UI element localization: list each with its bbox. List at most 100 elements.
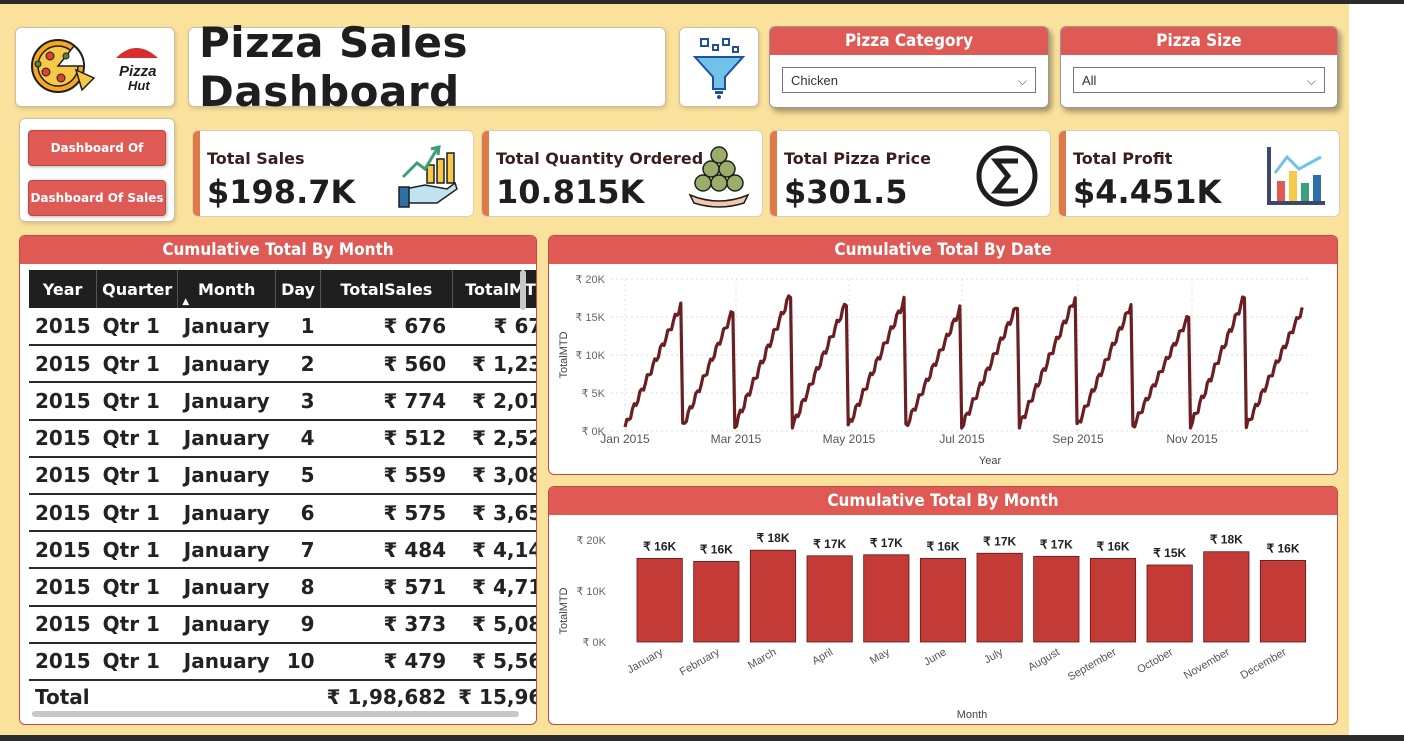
cell-year: 2015 bbox=[29, 308, 97, 347]
bar-october[interactable] bbox=[1146, 564, 1193, 643]
y-tick-label: ₹ 20K bbox=[575, 274, 605, 286]
x-tick-label: January bbox=[625, 646, 665, 676]
pizza-category-dropdown[interactable]: Chicken ⌵ bbox=[782, 67, 1036, 93]
kpi-label: Total Pizza Price bbox=[784, 149, 931, 168]
table-horizontal-scrollbar[interactable] bbox=[32, 711, 519, 717]
cell-day: 4 bbox=[275, 419, 321, 458]
x-tick-label: February bbox=[678, 646, 723, 679]
kpi-value: 10.815K bbox=[496, 173, 645, 211]
x-axis-title: Year bbox=[979, 455, 1002, 467]
total-label: Total bbox=[35, 685, 90, 710]
column-header-year[interactable]: Year bbox=[29, 270, 98, 308]
bar-january[interactable] bbox=[636, 557, 683, 643]
bar-february[interactable] bbox=[693, 561, 740, 643]
cell-day: 7 bbox=[275, 531, 321, 570]
x-tick-label: July bbox=[982, 646, 1005, 666]
x-tick-label: Mar 2015 bbox=[711, 432, 762, 446]
column-header-totalsales[interactable]: TotalSales bbox=[320, 270, 453, 308]
kpi-label: Total Sales bbox=[207, 149, 305, 168]
cell-totalsales: ₹ 560 bbox=[320, 345, 453, 384]
bar-july[interactable] bbox=[976, 552, 1023, 643]
x-tick-label: September bbox=[1066, 646, 1119, 683]
filter-toggle-button[interactable] bbox=[679, 27, 759, 107]
total-mtd-value: ₹ 15,961 bbox=[458, 685, 536, 710]
x-tick-label: June bbox=[922, 646, 949, 668]
y-tick-label: ₹ 10K bbox=[575, 350, 605, 362]
bar-november[interactable] bbox=[1203, 551, 1250, 643]
bar-june[interactable] bbox=[919, 557, 967, 643]
cell-totalmtd: ₹ 4,140 bbox=[452, 531, 536, 570]
chevron-down-icon: ⌵ bbox=[1306, 74, 1316, 88]
cell-totalmtd: ₹ 2,522 bbox=[452, 419, 536, 458]
x-tick-label: March bbox=[746, 646, 778, 672]
cell-quarter: Qtr 1 bbox=[96, 531, 178, 570]
bar-data-label: ₹ 16K bbox=[1267, 541, 1300, 555]
cell-month: January bbox=[177, 568, 276, 607]
kpi-label: Total Quantity Ordered bbox=[496, 149, 704, 168]
pizza-category-slicer: Pizza Category Chicken ⌵ bbox=[769, 26, 1049, 108]
dashboard-orders-button[interactable]: Dashboard Of Orders bbox=[28, 130, 166, 189]
cell-month: January bbox=[177, 308, 276, 347]
bar-may[interactable] bbox=[863, 554, 910, 643]
total-sales-value: ₹ 1,98,682 bbox=[326, 685, 447, 710]
cell-totalmtd: ₹ 3,656 bbox=[452, 493, 536, 533]
growth-chart-icon bbox=[398, 145, 458, 208]
cell-year: 2015 bbox=[29, 568, 97, 607]
cell-year: 2015 bbox=[29, 456, 97, 495]
logo-card: Pizza Hut bbox=[15, 27, 175, 107]
table-title: Cumulative Total By Month bbox=[20, 236, 536, 264]
dashboard-sales-button[interactable]: Dashboard Of Sales bbox=[28, 180, 166, 216]
kpi-value: $198.7K bbox=[207, 173, 356, 211]
cell-day: 6 bbox=[275, 493, 321, 533]
cell-totalsales: ₹ 479 bbox=[320, 642, 453, 681]
y-tick-label: ₹ 5K bbox=[581, 388, 605, 400]
cell-year: 2015 bbox=[29, 419, 97, 458]
kpi-total-profit: Total Profit $4.451K bbox=[1058, 130, 1340, 217]
y-axis-title: TotalMTD bbox=[558, 331, 570, 378]
y-tick-label: ₹ 0K bbox=[581, 426, 605, 438]
cell-totalsales: ₹ 484 bbox=[320, 531, 453, 570]
cell-day: 5 bbox=[275, 456, 321, 495]
bar-august[interactable] bbox=[1033, 555, 1080, 643]
bar-march[interactable] bbox=[749, 549, 797, 643]
cell-totalsales: ₹ 571 bbox=[320, 568, 453, 607]
cell-day: 3 bbox=[275, 382, 321, 421]
cell-year: 2015 bbox=[29, 642, 97, 681]
line-chart-title: Cumulative Total By Date bbox=[549, 236, 1337, 264]
bar-data-label: ₹ 17K bbox=[813, 537, 846, 551]
coins-hand-icon bbox=[688, 146, 750, 208]
column-header-quarter[interactable]: Quarter bbox=[96, 270, 179, 308]
bar-april[interactable] bbox=[806, 555, 853, 643]
bar-data-label: ₹ 16K bbox=[643, 539, 676, 553]
cell-quarter: Qtr 1 bbox=[96, 493, 178, 533]
cell-quarter: Qtr 1 bbox=[96, 382, 178, 421]
cell-day: 10 bbox=[275, 642, 321, 681]
column-header-month[interactable]: Month ▲ bbox=[177, 270, 277, 308]
chevron-down-icon: ⌵ bbox=[1017, 74, 1027, 88]
bar-september[interactable] bbox=[1089, 557, 1137, 643]
kpi-total-pizza-price: Total Pizza Price $301.5 bbox=[769, 130, 1051, 217]
kpi-total-quantity: Total Quantity Ordered 10.815K bbox=[481, 130, 763, 217]
funnel-filter-icon bbox=[692, 38, 746, 99]
y-tick-label: ₹ 15K bbox=[575, 312, 605, 324]
kpi-total-sales: Total Sales $198.7K bbox=[192, 130, 474, 217]
cell-totalmtd: ₹ 1,236 bbox=[452, 345, 536, 384]
svg-text:Hut: Hut bbox=[128, 78, 150, 93]
table-vertical-scrollbar[interactable] bbox=[520, 270, 526, 310]
bottom-window-edge bbox=[0, 735, 1404, 741]
kpi-value: $4.451K bbox=[1073, 173, 1222, 211]
bar-december[interactable] bbox=[1259, 560, 1307, 643]
column-header-day[interactable]: Day bbox=[275, 270, 322, 308]
series-line-totalmtd[interactable] bbox=[623, 294, 1304, 430]
pizza-size-dropdown[interactable]: All ⌵ bbox=[1073, 67, 1325, 93]
